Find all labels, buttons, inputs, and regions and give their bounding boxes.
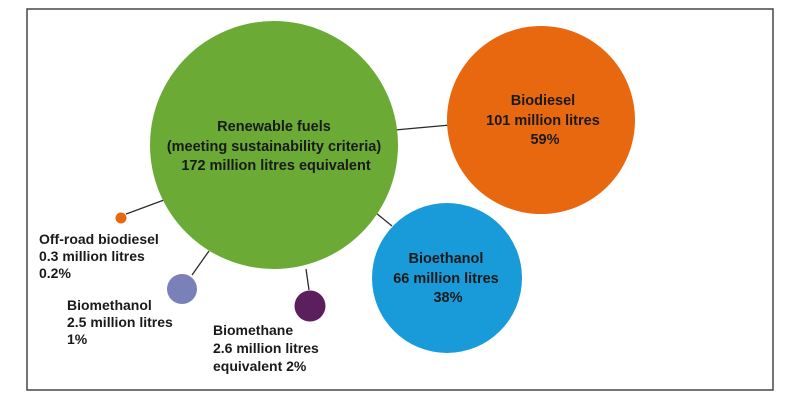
connector-biodiesel	[394, 124, 451, 131]
biomethane-label: Biomethane 2.6 million litres equivalent…	[213, 322, 323, 374]
biodiesel-label: Biodiesel 101 million litres 59%	[486, 93, 604, 148]
renewable-fuels-volume: 172 million litres equivalent	[181, 158, 371, 174]
offroad-biodiesel-volume: 0.3 million litres	[39, 248, 145, 264]
renewable-fuels-label: Renewable fuels (meeting sustainability …	[167, 119, 385, 174]
biodiesel-volume: 101 million litres	[486, 113, 600, 129]
renewable-fuels-criteria: (meeting sustainability criteria)	[167, 139, 382, 155]
connector-biomethanol	[191, 250, 210, 276]
connector-biomethane	[305, 268, 310, 291]
biomethanol-volume: 2.5 million litres	[67, 314, 173, 330]
bioethanol-title: Bioethanol	[409, 251, 484, 267]
biomethane-bubble	[294, 290, 326, 322]
bioethanol-volume: 66 million litres	[393, 271, 499, 287]
bioethanol-percent: 38%	[433, 290, 462, 306]
biomethane-title: Biomethane	[213, 322, 293, 338]
biomethane-volume: 2.6 million litres	[213, 340, 319, 356]
biomethanol-title: Biomethanol	[67, 297, 152, 313]
biomethanol-bubble	[167, 274, 197, 304]
biodiesel-title: Biodiesel	[511, 93, 575, 109]
renewable-fuels-title: Renewable fuels	[217, 119, 331, 135]
biomethanol-label: Biomethanol 2.5 million litres 1%	[67, 297, 177, 347]
connector-offroad	[125, 199, 165, 215]
offroad-biodiesel-percent: 0.2%	[39, 265, 71, 281]
diagram-frame	[26, 8, 774, 391]
renewable-fuels-bubble	[150, 21, 398, 269]
bioethanol-bubble	[372, 203, 522, 353]
offroad-biodiesel-title: Off-road biodiesel	[39, 231, 159, 247]
bioethanol-label: Bioethanol 66 million litres 38%	[393, 251, 503, 306]
biodiesel-percent: 59%	[530, 132, 559, 148]
connector-bioethanol	[375, 212, 393, 227]
biomethanol-percent: 1%	[67, 331, 88, 347]
biomethane-percent: equivalent 2%	[213, 358, 307, 374]
biodiesel-bubble	[447, 26, 635, 214]
offroad-biodiesel-bubble	[115, 212, 127, 224]
offroad-biodiesel-label: Off-road biodiesel 0.3 million litres 0.…	[39, 231, 163, 281]
